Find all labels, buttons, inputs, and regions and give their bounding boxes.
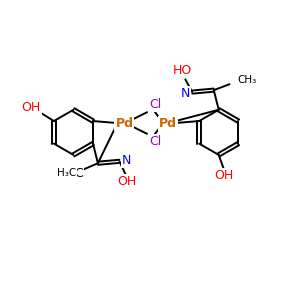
Text: Cl: Cl: [149, 135, 161, 148]
Text: OH: OH: [22, 101, 41, 114]
Text: 3: 3: [74, 174, 80, 183]
Text: Cl: Cl: [149, 98, 161, 111]
Text: HO: HO: [173, 64, 192, 77]
Text: H₃C: H₃C: [57, 168, 76, 178]
Text: N: N: [181, 87, 190, 100]
Text: CH₃: CH₃: [237, 75, 256, 85]
Text: Pd: Pd: [159, 116, 177, 130]
Text: OH: OH: [214, 169, 233, 182]
Text: OH: OH: [118, 176, 137, 188]
Text: Pd: Pd: [116, 116, 134, 130]
Text: N: N: [122, 154, 131, 167]
Text: C: C: [74, 167, 82, 180]
Text: H: H: [63, 170, 70, 180]
